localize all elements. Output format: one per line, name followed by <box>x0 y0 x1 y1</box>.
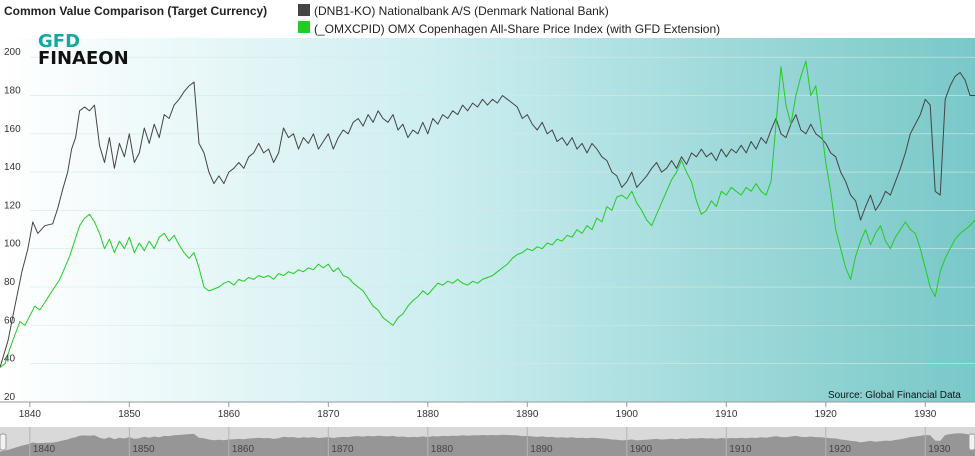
series-line-nationalbank[interactable] <box>0 72 975 368</box>
plot-area <box>0 38 975 402</box>
x-tick-label: 1890 <box>516 409 539 420</box>
y-tick-label: 180 <box>4 85 21 96</box>
y-tick-label: 40 <box>4 354 16 365</box>
navigator-tick-label: 1910 <box>729 444 752 455</box>
legend-swatch-omx[interactable] <box>298 21 310 33</box>
navigator[interactable]: 1840 1850 1860 1870 1880 1890 1900 1910 1920 1930 <box>0 427 975 456</box>
y-tick-label: 20 <box>4 392 16 403</box>
y-tick-label: 140 <box>4 162 21 173</box>
legend-label-omx[interactable]: (_OMXCPID) OMX Copenhagen All-Share Pric… <box>314 22 720 36</box>
x-tick-label: 1870 <box>317 409 340 420</box>
x-axis: 1840 1850 1860 1870 1880 1890 1900 1910 1920 1930 <box>0 401 975 420</box>
navigator-series <box>0 433 975 456</box>
y-tick-label: 200 <box>4 47 21 58</box>
navigator-tick-label: 1930 <box>928 444 951 455</box>
x-tick-label: 1920 <box>815 409 838 420</box>
legend-label-nationalbank[interactable]: (DNB1-KO) Nationalbank A/S (Denmark Nati… <box>314 4 609 18</box>
navigator-tick-label: 1890 <box>530 444 553 455</box>
x-tick-label: 1860 <box>218 409 241 420</box>
navigator-tick-label: 1850 <box>132 444 155 455</box>
y-tick-label: 100 <box>4 239 21 250</box>
legend: (DNB1-KO) Nationalbank A/S (Denmark Nati… <box>298 4 720 36</box>
x-tick-label: 1880 <box>417 409 440 420</box>
y-tick-label: 120 <box>4 200 21 211</box>
x-tick-label: 1840 <box>19 409 42 420</box>
series-line-omx[interactable] <box>0 60 975 368</box>
navigator-tick-label: 1880 <box>431 444 454 455</box>
legend-swatch-nationalbank[interactable] <box>298 4 310 16</box>
gfd-finaeon-logo: GFD FINAEON <box>38 31 129 69</box>
navigator-tick-label: 1920 <box>829 444 852 455</box>
navigator-tick-label: 1860 <box>232 444 255 455</box>
y-tick-label: 80 <box>4 277 16 288</box>
x-tick-label: 1850 <box>118 409 141 420</box>
navigator-x-axis: 1840 1850 1860 1870 1880 1890 1900 1910 1920 1930 <box>29 427 951 456</box>
y-tick-label: 60 <box>4 315 16 326</box>
navigator-tick-label: 1900 <box>630 444 653 455</box>
chart-title: Common Value Comparison (Target Currency… <box>4 4 267 18</box>
x-tick-label: 1910 <box>715 409 738 420</box>
y-tick-label: 160 <box>4 124 21 135</box>
series-lines <box>0 60 975 368</box>
navigator-handle-right[interactable] <box>968 433 975 451</box>
svg-text:FINAEON: FINAEON <box>38 48 129 69</box>
navigator-tick-label: 1840 <box>33 444 56 455</box>
navigator-tick-label: 1870 <box>331 444 354 455</box>
navigator-handle-left[interactable] <box>0 433 7 451</box>
source-label: Source: Global Financial Data <box>828 390 961 401</box>
logo-text: GFD <box>38 31 80 52</box>
x-tick-label: 1900 <box>616 409 639 420</box>
y-axis: 20 40 60 80 100 120 140 160 180 200 <box>4 47 21 403</box>
x-tick-label: 1930 <box>914 409 937 420</box>
